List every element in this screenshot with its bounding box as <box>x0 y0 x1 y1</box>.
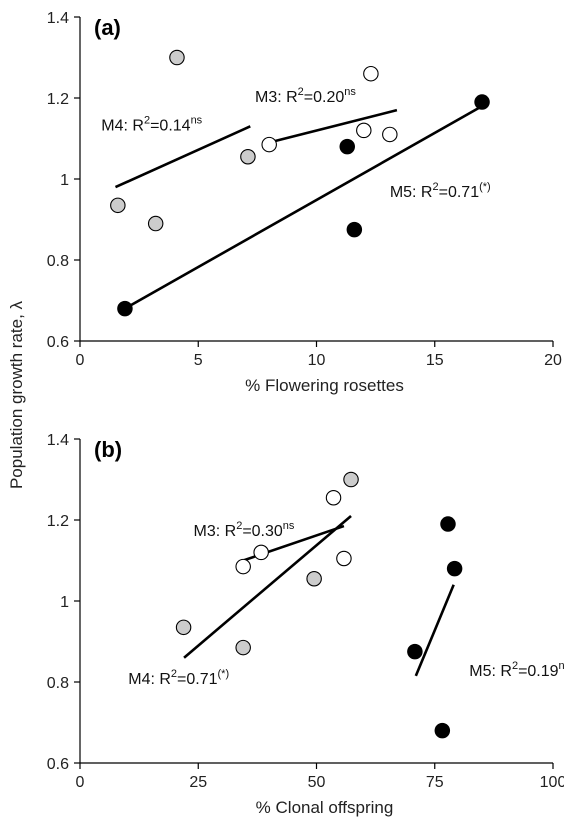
fit-line-m4 <box>114 125 251 189</box>
y-tick-label: 1.2 <box>47 91 69 108</box>
x-tick-label: 0 <box>76 352 85 369</box>
data-point-m3 <box>235 558 251 575</box>
data-point-m4 <box>343 471 359 488</box>
y-tick-label: 1.4 <box>47 432 69 449</box>
r2-superscript: 2 <box>432 181 438 193</box>
r2-superscript: 2 <box>298 86 304 98</box>
data-point-m4 <box>110 197 126 214</box>
significance-superscript: ns <box>283 520 295 532</box>
r2-superscript: 2 <box>236 520 242 532</box>
x-tick-label: 50 <box>308 774 326 791</box>
significance-superscript: (*) <box>479 181 491 193</box>
x-axis-label: % Flowering rosettes <box>245 376 404 395</box>
data-point-m4 <box>147 215 164 232</box>
x-tick-label: 75 <box>426 774 444 791</box>
data-point-m3 <box>356 122 372 139</box>
r2-label-text: M3: R <box>194 523 237 540</box>
r2-superscript: 2 <box>171 668 177 680</box>
x-tick-label: 20 <box>544 352 562 369</box>
data-point-m5 <box>407 643 423 660</box>
x-tick-label: 100 <box>540 774 564 791</box>
data-point-m3 <box>325 489 342 506</box>
x-tick-label: 10 <box>308 352 326 369</box>
r2-label-m3: M3: R2=0.20ns <box>255 86 356 106</box>
significance-superscript: ns <box>344 86 356 98</box>
y-axis-label: Population growth rate, λ <box>7 300 26 489</box>
data-point-m3 <box>336 550 352 567</box>
data-point-m5 <box>474 94 490 110</box>
panel-b: 0 25 50 75 100 0.6 0.8 1 1.2 1.4 % Clonal offsprin… <box>47 432 564 817</box>
significance-superscript: ns <box>559 660 564 672</box>
r2-value: =0.71 <box>439 184 480 201</box>
data-point-m4 <box>240 148 256 165</box>
fit-line-m5 <box>124 104 483 310</box>
y-tick-label: 0.6 <box>47 756 69 773</box>
data-point-m3 <box>253 544 269 561</box>
fit-line-m3 <box>268 108 398 144</box>
y-tick-label: 1.2 <box>47 513 69 530</box>
r2-value: =0.71 <box>177 671 218 688</box>
r2-superscript: 2 <box>144 114 150 126</box>
fit-line-m5 <box>414 584 455 677</box>
r2-value: =0.20 <box>304 89 345 106</box>
x-tick-label: 0 <box>76 774 85 791</box>
r2-value: =0.14 <box>150 117 191 134</box>
y-tick-label: 1.4 <box>47 10 69 27</box>
r2-label-m5: M5: R2=0.71(*) <box>390 181 491 201</box>
data-point-m3 <box>363 65 379 82</box>
r2-label-text: M3: R <box>255 89 298 106</box>
data-point-m5 <box>440 516 456 532</box>
r2-label-text: M4: R <box>101 117 144 134</box>
r2-label-m5: M5: R2=0.19ns <box>469 660 564 680</box>
data-point-m5 <box>117 300 133 317</box>
r2-label-text: M5: R <box>390 184 433 201</box>
y-tick-label: 0.8 <box>47 253 69 270</box>
data-point-m3 <box>261 136 277 153</box>
panel-label: (b) <box>94 437 122 462</box>
data-point-m4 <box>169 49 185 66</box>
x-axis-label: % Clonal offspring <box>256 798 394 817</box>
y-tick-label: 1 <box>60 172 69 189</box>
data-point-m5 <box>446 560 463 577</box>
y-tick-label: 0.6 <box>47 334 69 351</box>
data-point-m4 <box>235 639 251 656</box>
r2-value: =0.19 <box>518 663 559 680</box>
r2-label-m4: M4: R2=0.71(*) <box>128 668 229 688</box>
significance-superscript: (*) <box>218 668 230 680</box>
r2-superscript: 2 <box>512 660 518 672</box>
data-point-m4 <box>175 619 192 636</box>
r2-label-text: M5: R <box>469 663 512 680</box>
data-point-m5 <box>339 138 355 155</box>
panel-label: (a) <box>94 15 121 40</box>
panel-a: 0 5 10 15 20 0.6 0.8 1 1.2 1.4 % Flowering rosette… <box>47 10 562 395</box>
data-point-m3 <box>382 126 398 143</box>
x-tick-label: 15 <box>426 352 444 369</box>
data-point-m5 <box>346 221 363 238</box>
data-point-m5 <box>434 722 451 739</box>
fit-line-m4 <box>183 514 352 659</box>
y-tick-label: 0.8 <box>47 675 69 692</box>
r2-label-m3: M3: R2=0.30ns <box>194 520 295 540</box>
y-tick-label: 1 <box>60 594 69 611</box>
data-point-m4 <box>306 570 322 587</box>
x-tick-label: 25 <box>189 774 207 791</box>
r2-label-text: M4: R <box>128 671 171 688</box>
r2-value: =0.30 <box>242 523 283 540</box>
r2-label-m4: M4: R2=0.14ns <box>101 114 202 134</box>
x-tick-label: 5 <box>194 352 203 369</box>
significance-superscript: ns <box>191 114 203 126</box>
